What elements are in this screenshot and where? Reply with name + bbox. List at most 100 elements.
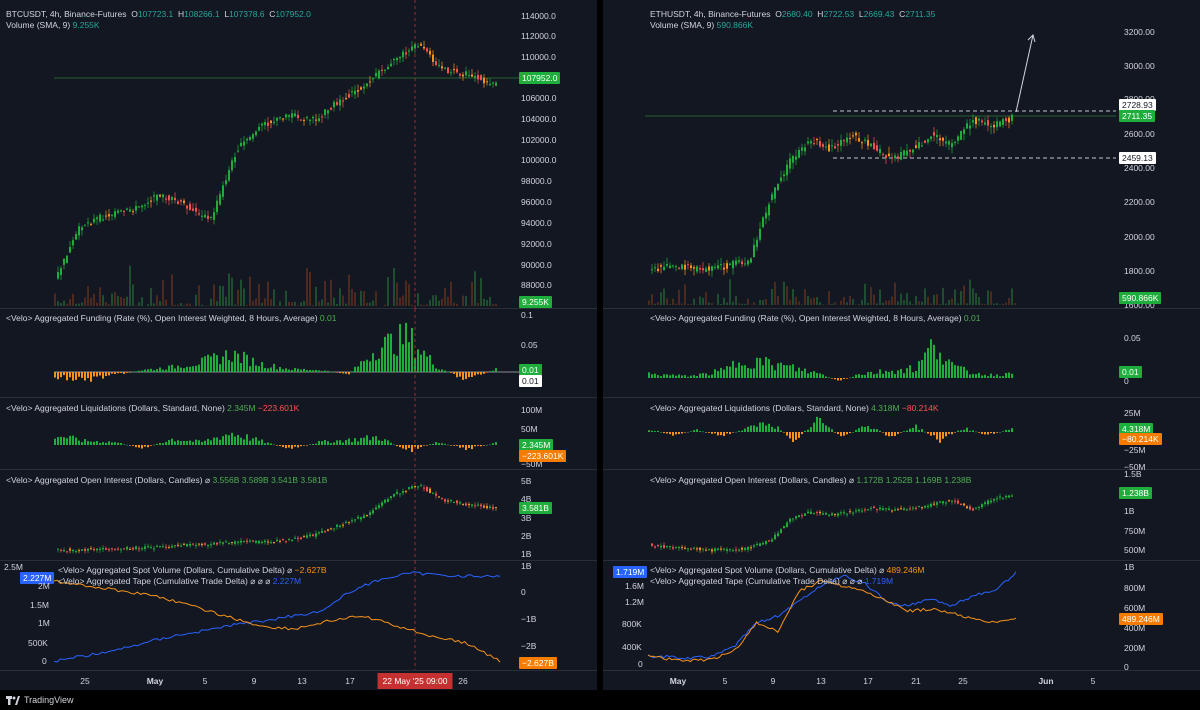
- eth-candle: [885, 155, 887, 159]
- volume-bar: [936, 294, 938, 305]
- eth-chart[interactable]: ETHUSDT, 4h, Binance-Futures O2680.40 H2…: [603, 0, 1200, 690]
- volume-bar: [975, 293, 977, 305]
- time-tick: 5: [1090, 676, 1096, 686]
- volume-bar: [894, 282, 896, 305]
- indicator-title[interactable]: <Velo> Aggregated Liquidations (Dollars,…: [6, 403, 225, 413]
- liq-bar: [141, 445, 143, 449]
- oi-candle: [264, 540, 266, 543]
- btc-candle: [375, 73, 377, 77]
- eth-spot-axis[interactable]: 1B 800M 600M 400M 200M 0 489.246M: [1116, 561, 1200, 672]
- volume-bar: [270, 299, 272, 306]
- btc-spot-axis[interactable]: 1B 0 −1B −2B −2.627B: [519, 561, 597, 670]
- liq-bar: [309, 444, 311, 446]
- btc-spot-canvas[interactable]: [0, 561, 597, 670]
- funding-bar: [270, 367, 272, 372]
- eth-oi-pane[interactable]: <Velo> Aggregated Open Interest (Dollars…: [603, 469, 1200, 561]
- volume-bar: [747, 298, 749, 305]
- eth-price-canvas[interactable]: [603, 0, 1200, 309]
- axis-tick: 104000.0: [521, 114, 557, 124]
- indicator-title[interactable]: <Velo> Aggregated Spot Volume (Dollars, …: [650, 565, 877, 575]
- volume-bar: [111, 293, 113, 306]
- indicator-title[interactable]: <Velo> Aggregated Funding (Rate (%), Ope…: [650, 313, 962, 323]
- btc-oi-pane[interactable]: <Velo> Aggregated Open Interest (Dollars…: [0, 470, 597, 561]
- indicator-title[interactable]: <Velo> Aggregated Tape (Cumulative Trade…: [650, 576, 840, 586]
- axis-tick: −2B: [521, 641, 537, 651]
- btc-funding-pane[interactable]: <Velo> Aggregated Funding (Rate (%), Ope…: [0, 309, 597, 398]
- volume-bar: [426, 304, 428, 306]
- funding-bar: [84, 372, 86, 381]
- eth-oi-canvas[interactable]: [603, 470, 1200, 561]
- chart-divider[interactable]: [597, 0, 603, 690]
- oi-candle: [168, 547, 170, 549]
- btc-liquidations-canvas[interactable]: [0, 398, 597, 470]
- eth-candle: [651, 269, 653, 271]
- indicator-title[interactable]: <Velo> Aggregated Spot Volume (Dollars, …: [58, 565, 285, 575]
- eth-funding-pane[interactable]: <Velo> Aggregated Funding (Rate (%), Ope…: [603, 309, 1200, 398]
- oi-candle: [969, 506, 971, 510]
- volume-bar: [657, 302, 659, 305]
- btc-price-axis[interactable]: 114000.0 112000.0 110000.0 106000.0 1040…: [519, 0, 597, 308]
- eth-oi-axis[interactable]: 1.5B 1B 750M 500M 1.238B: [1116, 469, 1200, 560]
- eth-funding-axis[interactable]: 0.05 0 0.01: [1116, 309, 1200, 397]
- indicator-title[interactable]: <Velo> Aggregated Tape (Cumulative Trade…: [58, 576, 248, 586]
- oi-candle: [66, 551, 68, 553]
- eth-funding-canvas[interactable]: [603, 309, 1200, 398]
- volume-bar: [78, 303, 80, 306]
- volume-bar: [954, 289, 956, 305]
- btc-oi-axis[interactable]: 5B 4B 3B 2B 1B 3.581B: [519, 470, 597, 560]
- btc-chart[interactable]: BTCUSDT, 4h, Binance-Futures O107723.1 H…: [0, 0, 597, 690]
- eth-candle: [669, 265, 671, 269]
- funding-bar: [663, 374, 665, 378]
- liq-bar: [165, 441, 167, 445]
- btc-time-axis[interactable]: 25 May 5 9 13 17 26 22 May '25 09:00: [0, 670, 597, 690]
- time-tick: May: [146, 676, 164, 686]
- funding-bar: [465, 372, 467, 380]
- indicator-title[interactable]: <Velo> Aggregated Liquidations (Dollars,…: [650, 403, 869, 413]
- eth-candle: [888, 153, 890, 157]
- btc-funding-canvas[interactable]: [0, 309, 597, 398]
- btc-spot-pane[interactable]: <Velo> Aggregated Spot Volume (Dollars, …: [0, 561, 597, 670]
- btc-candle: [168, 195, 170, 201]
- oi-candle: [834, 514, 836, 516]
- eth-liquidations-canvas[interactable]: [603, 398, 1200, 470]
- liq-bar: [930, 432, 932, 436]
- oi-candle: [369, 512, 371, 516]
- tradingview-logo[interactable]: TradingView: [6, 695, 74, 705]
- eth-spot-canvas[interactable]: [603, 561, 1200, 670]
- oi-candle: [741, 547, 743, 550]
- eth-liquidations-pane[interactable]: <Velo> Aggregated Liquidations (Dollars,…: [603, 398, 1200, 472]
- volume-bar: [105, 302, 107, 306]
- eth-symbol[interactable]: ETHUSDT, 4h, Binance-Futures: [650, 9, 771, 19]
- axis-tick: 2B: [521, 531, 532, 541]
- eth-spot-pane[interactable]: <Velo> Aggregated Spot Volume (Dollars, …: [603, 561, 1200, 672]
- funding-bar: [774, 370, 776, 378]
- funding-bar: [726, 366, 728, 378]
- volume-bar: [123, 298, 125, 306]
- eth-liq-axis[interactable]: 25M −25M −50M 4.318M −80.214K: [1116, 398, 1200, 472]
- btc-liq-axis[interactable]: 100M 50M −50M 2.345M −223.601K: [519, 398, 597, 469]
- btc-symbol[interactable]: BTCUSDT, 4h, Binance-Futures: [6, 9, 127, 19]
- oi-candle: [972, 508, 974, 511]
- liq-bar: [711, 432, 713, 434]
- eth-price-axis[interactable]: 3200.00 3000.00 2800.00 2600.00 2400.00 …: [1116, 0, 1200, 310]
- btc-funding-axis[interactable]: 0.1 0.05 0.01 0.01: [519, 309, 597, 397]
- btc-price-canvas[interactable]: [0, 0, 597, 309]
- btc-candle: [225, 180, 227, 185]
- liq-bar: [54, 438, 56, 445]
- indicator-title[interactable]: <Velo> Aggregated Open Interest (Dollars…: [6, 475, 203, 485]
- liq-bar: [342, 442, 344, 445]
- indicator-title[interactable]: <Velo> Aggregated Open Interest (Dollars…: [650, 475, 847, 485]
- btc-oi-canvas[interactable]: [0, 470, 597, 561]
- liq-tag: 2.345M: [519, 439, 554, 451]
- oi-candle: [471, 504, 473, 506]
- oi-candle: [360, 517, 362, 520]
- eth-price-pane[interactable]: ETHUSDT, 4h, Binance-Futures O2680.40 H2…: [603, 0, 1200, 310]
- eth-time-axis[interactable]: May 5 9 13 17 21 25 Jun 5: [603, 670, 1200, 690]
- eth-oi-legend: <Velo> Aggregated Open Interest (Dollars…: [650, 475, 971, 486]
- indicator-title[interactable]: <Velo> Aggregated Funding (Rate (%), Ope…: [6, 313, 318, 323]
- btc-price-pane[interactable]: BTCUSDT, 4h, Binance-Futures O107723.1 H…: [0, 0, 597, 309]
- funding-bar: [237, 353, 239, 372]
- funding-bar: [372, 353, 374, 372]
- btc-liquidations-pane[interactable]: <Velo> Aggregated Liquidations (Dollars,…: [0, 398, 597, 470]
- volume-bar: [828, 291, 830, 305]
